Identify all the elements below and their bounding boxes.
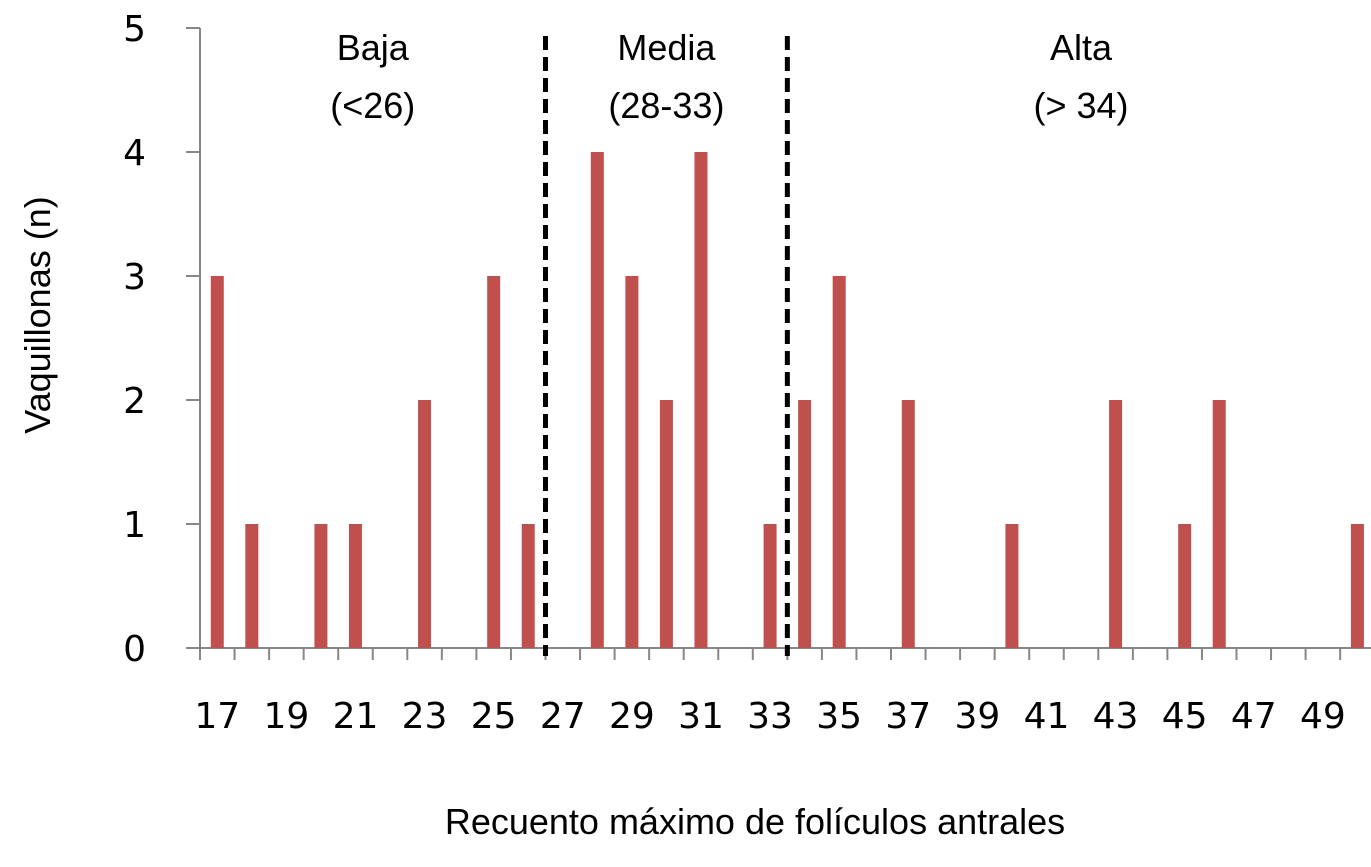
x-tick-label: 31 (678, 696, 724, 737)
bar-20 (314, 524, 328, 648)
x-tick-label: 35 (816, 696, 862, 737)
x-tick-label: 47 (1231, 696, 1277, 737)
y-tick-label: 2 (123, 381, 146, 422)
x-tick-label: 37 (885, 696, 931, 737)
bar-50 (1350, 524, 1364, 648)
bar-18 (245, 524, 259, 648)
bar-29 (625, 276, 639, 648)
x-tick-label: 45 (1162, 696, 1208, 737)
y-tick-label: 1 (123, 505, 146, 546)
bar-45 (1178, 524, 1192, 648)
group-name-label: Alta (1050, 27, 1113, 68)
x-tick-label: 25 (471, 696, 517, 737)
group-name-label: Media (617, 27, 716, 68)
x-tick-label: 39 (954, 696, 1000, 737)
group-dividers (543, 36, 790, 656)
x-tick-label: 27 (540, 696, 586, 737)
y-tick-label: 5 (123, 9, 146, 50)
bar-30 (659, 400, 673, 648)
bar-40 (1005, 524, 1019, 648)
x-axis-title: Recuento máximo de folículos antrales (445, 801, 1065, 842)
bar-31 (694, 152, 708, 648)
x-tick-label: 33 (747, 696, 793, 737)
bar-17 (210, 276, 224, 648)
bar-46 (1212, 400, 1226, 648)
bars (210, 152, 1364, 648)
group-range-label: (<26) (330, 85, 415, 126)
bar-25 (487, 276, 501, 648)
x-tick-label: 41 (1024, 696, 1070, 737)
x-tick-label: 43 (1093, 696, 1139, 737)
x-ticks: 17 19 21 23 25 27 29 31 33 35 37 39 41 43 45 47 49 (194, 648, 1346, 737)
bar-23 (418, 400, 432, 648)
x-tick-label: 19 (263, 696, 309, 737)
x-tick-label: 49 (1300, 696, 1346, 737)
y-tick-label: 3 (123, 257, 146, 298)
group-labels: Baja (<26) Media (28-33) Alta (> 34) (330, 27, 1128, 126)
group-range-label: (> 34) (1034, 85, 1129, 126)
y-tick-label: 4 (123, 133, 146, 174)
x-tick-label: 17 (194, 696, 240, 737)
bar-43 (1109, 400, 1123, 648)
x-tick-label: 29 (609, 696, 655, 737)
group-name-label: Baja (337, 27, 410, 68)
bar-33 (763, 524, 777, 648)
x-tick-label: 23 (402, 696, 448, 737)
y-ticks: 0 1 2 3 4 5 (123, 9, 200, 670)
group-range-label: (28-33) (608, 85, 724, 126)
y-axis-title: Vaquillonas (n) (17, 196, 58, 433)
bar-21 (348, 524, 362, 648)
bar-34 (798, 400, 812, 648)
bar-35 (832, 276, 846, 648)
bar-28 (590, 152, 604, 648)
x-tick-label: 21 (333, 696, 379, 737)
bar-37 (901, 400, 915, 648)
axes (186, 28, 1371, 649)
bar-26 (521, 524, 535, 648)
y-tick-label: 0 (123, 629, 146, 670)
